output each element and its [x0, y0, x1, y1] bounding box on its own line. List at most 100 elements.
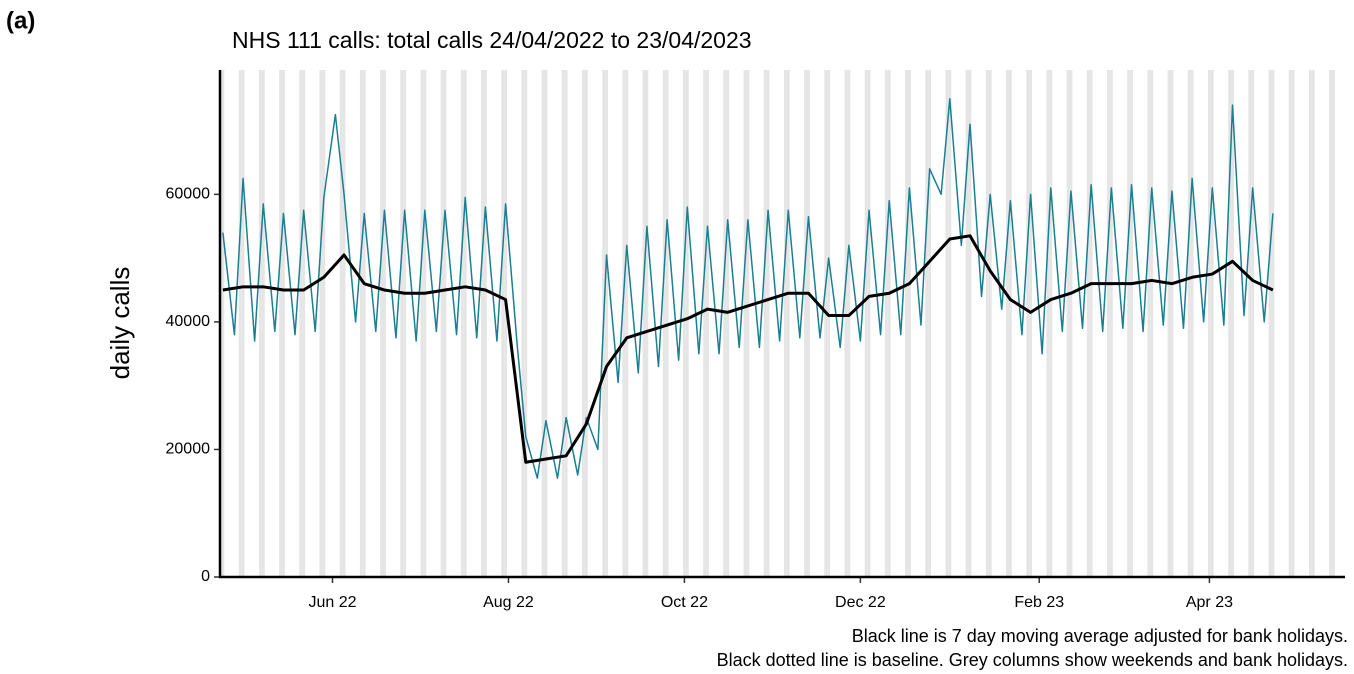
- weekend-column: [584, 70, 588, 577]
- weekend-column: [400, 70, 404, 577]
- weekend-column: [261, 70, 265, 577]
- weekend-column: [463, 70, 467, 577]
- weekend-column: [1167, 70, 1171, 577]
- weekend-column: [1228, 70, 1232, 577]
- weekend-column: [743, 70, 747, 577]
- weekend-column: [582, 70, 585, 577]
- y-tick-label: 60000: [166, 186, 211, 203]
- weekend-column: [1046, 70, 1050, 577]
- weekend-column: [561, 70, 565, 577]
- weekend-column: [682, 70, 686, 577]
- weekend-column: [685, 70, 689, 577]
- weekend-column: [1170, 70, 1174, 577]
- weekend-column: [258, 70, 262, 577]
- weekend-column: [887, 70, 891, 577]
- weekend-column: [1271, 70, 1275, 577]
- weekend-column: [907, 70, 911, 577]
- weekend-column: [905, 70, 908, 577]
- weekend-column: [726, 70, 730, 577]
- weekend-column: [786, 70, 790, 577]
- weekend-column: [763, 70, 767, 577]
- weekend-column: [766, 70, 770, 577]
- chart-title: NHS 111 calls: total calls 24/04/2022 to…: [232, 27, 752, 53]
- weekend-columns: [220, 70, 1335, 577]
- weekend-column: [440, 70, 444, 577]
- weekend-column: [1288, 70, 1292, 577]
- weekend-column: [541, 70, 545, 577]
- x-tick-label: Dec 22: [835, 594, 886, 611]
- weekend-column: [1066, 70, 1070, 577]
- weekend-column: [1089, 70, 1093, 577]
- weekend-column: [1130, 70, 1133, 577]
- weekend-column: [460, 70, 464, 577]
- weekend-column: [645, 70, 649, 577]
- weekend-column: [642, 70, 646, 577]
- caption: Black dotted line is baseline. Grey colu…: [717, 650, 1348, 670]
- weekend-column: [844, 70, 848, 577]
- weekend-column: [746, 70, 750, 577]
- weekend-column: [1311, 70, 1315, 577]
- weekend-column: [622, 70, 626, 577]
- weekend-column: [299, 70, 303, 577]
- x-tick-label: Aug 22: [483, 594, 534, 611]
- weekend-column: [1029, 70, 1033, 577]
- weekend-column: [665, 70, 669, 577]
- weekend-column: [221, 70, 225, 577]
- weekend-column: [1248, 70, 1252, 577]
- x-tick-label: Feb 23: [1014, 594, 1064, 611]
- weekend-column: [241, 70, 245, 577]
- weekend-column: [1069, 70, 1073, 577]
- y-axis-label: daily calls: [105, 267, 135, 380]
- weekend-column: [282, 70, 285, 577]
- x-tick-label: Jun 22: [308, 594, 356, 611]
- weekend-column: [703, 70, 707, 577]
- weekend-column: [1049, 70, 1053, 577]
- caption: Black line is 7 day moving average adjus…: [852, 626, 1348, 646]
- weekend-column: [1187, 70, 1191, 577]
- weekend-column: [319, 70, 323, 577]
- weekend-column: [1268, 70, 1272, 577]
- weekend-column: [1207, 70, 1211, 577]
- weekend-column: [1231, 70, 1234, 577]
- weekend-column: [1086, 70, 1090, 577]
- weekend-column: [1291, 70, 1295, 577]
- weekend-column: [238, 70, 242, 577]
- weekend-column: [662, 70, 666, 577]
- weekend-column: [339, 70, 343, 577]
- weekend-column: [359, 70, 363, 577]
- weekend-column: [1190, 70, 1194, 577]
- weekend-column: [965, 70, 969, 577]
- weekend-column: [1251, 70, 1255, 577]
- weekend-column: [279, 70, 283, 577]
- weekend-column: [1109, 70, 1113, 577]
- weekend-column: [945, 70, 949, 577]
- weekend-column: [521, 70, 525, 577]
- weekend-column: [605, 70, 608, 577]
- weekend-column: [483, 70, 487, 577]
- weekend-column: [1332, 70, 1335, 577]
- weekend-column: [928, 70, 932, 577]
- weekend-column: [1006, 70, 1009, 577]
- weekend-column: [342, 70, 346, 577]
- weekend-column: [322, 70, 326, 577]
- series-line: [222, 234, 1274, 464]
- weekend-column: [544, 70, 548, 577]
- weekend-column: [1150, 70, 1154, 577]
- weekend-column: [968, 70, 972, 577]
- weekend-column: [1127, 70, 1131, 577]
- weekend-column: [985, 70, 989, 577]
- weekend-column: [1308, 70, 1312, 577]
- weekend-column: [443, 70, 447, 577]
- y-tick-label: 40000: [166, 313, 211, 330]
- weekend-column: [824, 70, 828, 577]
- weekend-column: [423, 70, 427, 577]
- y-tick-label: 0: [201, 568, 210, 585]
- weekend-column: [847, 70, 851, 577]
- weekend-column: [827, 70, 831, 577]
- weekend-column: [807, 70, 810, 577]
- weekend-column: [481, 70, 484, 577]
- weekend-column: [302, 70, 306, 577]
- weekend-column: [1210, 70, 1214, 577]
- weekend-column: [948, 70, 952, 577]
